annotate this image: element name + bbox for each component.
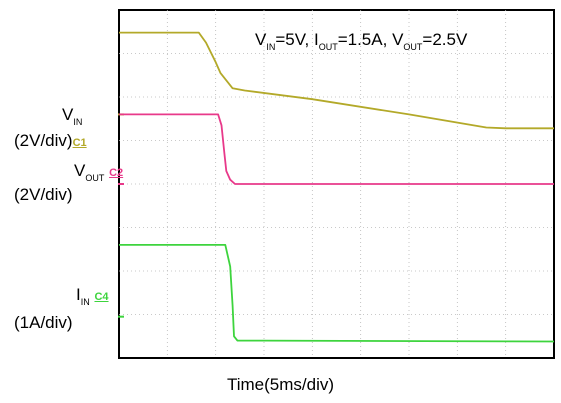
annot-vout-symbol: V bbox=[392, 30, 404, 49]
x-axis-label: Time(5ms/div) bbox=[226, 375, 335, 394]
ch4-name-symbol: I bbox=[76, 285, 81, 304]
annot-iout-symbol: I bbox=[313, 30, 319, 49]
test-conditions: VIN=5V, IOUT=1.5A, VOUT=2.5V bbox=[255, 30, 467, 52]
ch2-tag: C2 bbox=[109, 167, 124, 179]
annot-iout-value: =1.5A, bbox=[337, 30, 388, 49]
ch2-scale: (2V/div) bbox=[14, 185, 73, 204]
ch2-name-subscript: OUT bbox=[85, 173, 105, 183]
ch4-scale-row: (1A/div) bbox=[14, 314, 73, 332]
annot-vout-subscript: OUT bbox=[403, 42, 423, 52]
traces bbox=[118, 31, 555, 343]
ch1-tag: C1 bbox=[72, 137, 87, 149]
ch4-scale: (1A/div) bbox=[14, 313, 73, 332]
ch1-scale-row: (2V/div)C1 bbox=[14, 132, 87, 152]
ch4-name: IIN C4 bbox=[76, 286, 109, 311]
ch2-name-symbol: V bbox=[74, 161, 86, 180]
ch1-name-subscript: IN bbox=[73, 117, 83, 127]
annot-vin-subscript: IN bbox=[266, 42, 276, 52]
ch2-scale-row: (2V/div) bbox=[14, 186, 73, 204]
ch4-name-subscript: IN bbox=[80, 297, 90, 307]
ch1-name: VIN bbox=[62, 106, 82, 131]
annot-vin-symbol: V bbox=[255, 30, 267, 49]
annot-iout-subscript: OUT bbox=[318, 42, 338, 52]
ch1-name-symbol: V bbox=[62, 105, 74, 124]
c4-trace bbox=[119, 243, 555, 343]
annot-vin-value: =5V, bbox=[275, 30, 310, 49]
c2-trace bbox=[119, 113, 554, 185]
ch2-name: VOUT C2 bbox=[74, 162, 123, 187]
c1-trace bbox=[119, 31, 554, 130]
ch4-tag: C4 bbox=[94, 291, 109, 303]
grid bbox=[119, 10, 554, 358]
ch1-scale: (2V/div) bbox=[14, 131, 73, 150]
annot-vout-value: =2.5V bbox=[422, 30, 468, 49]
